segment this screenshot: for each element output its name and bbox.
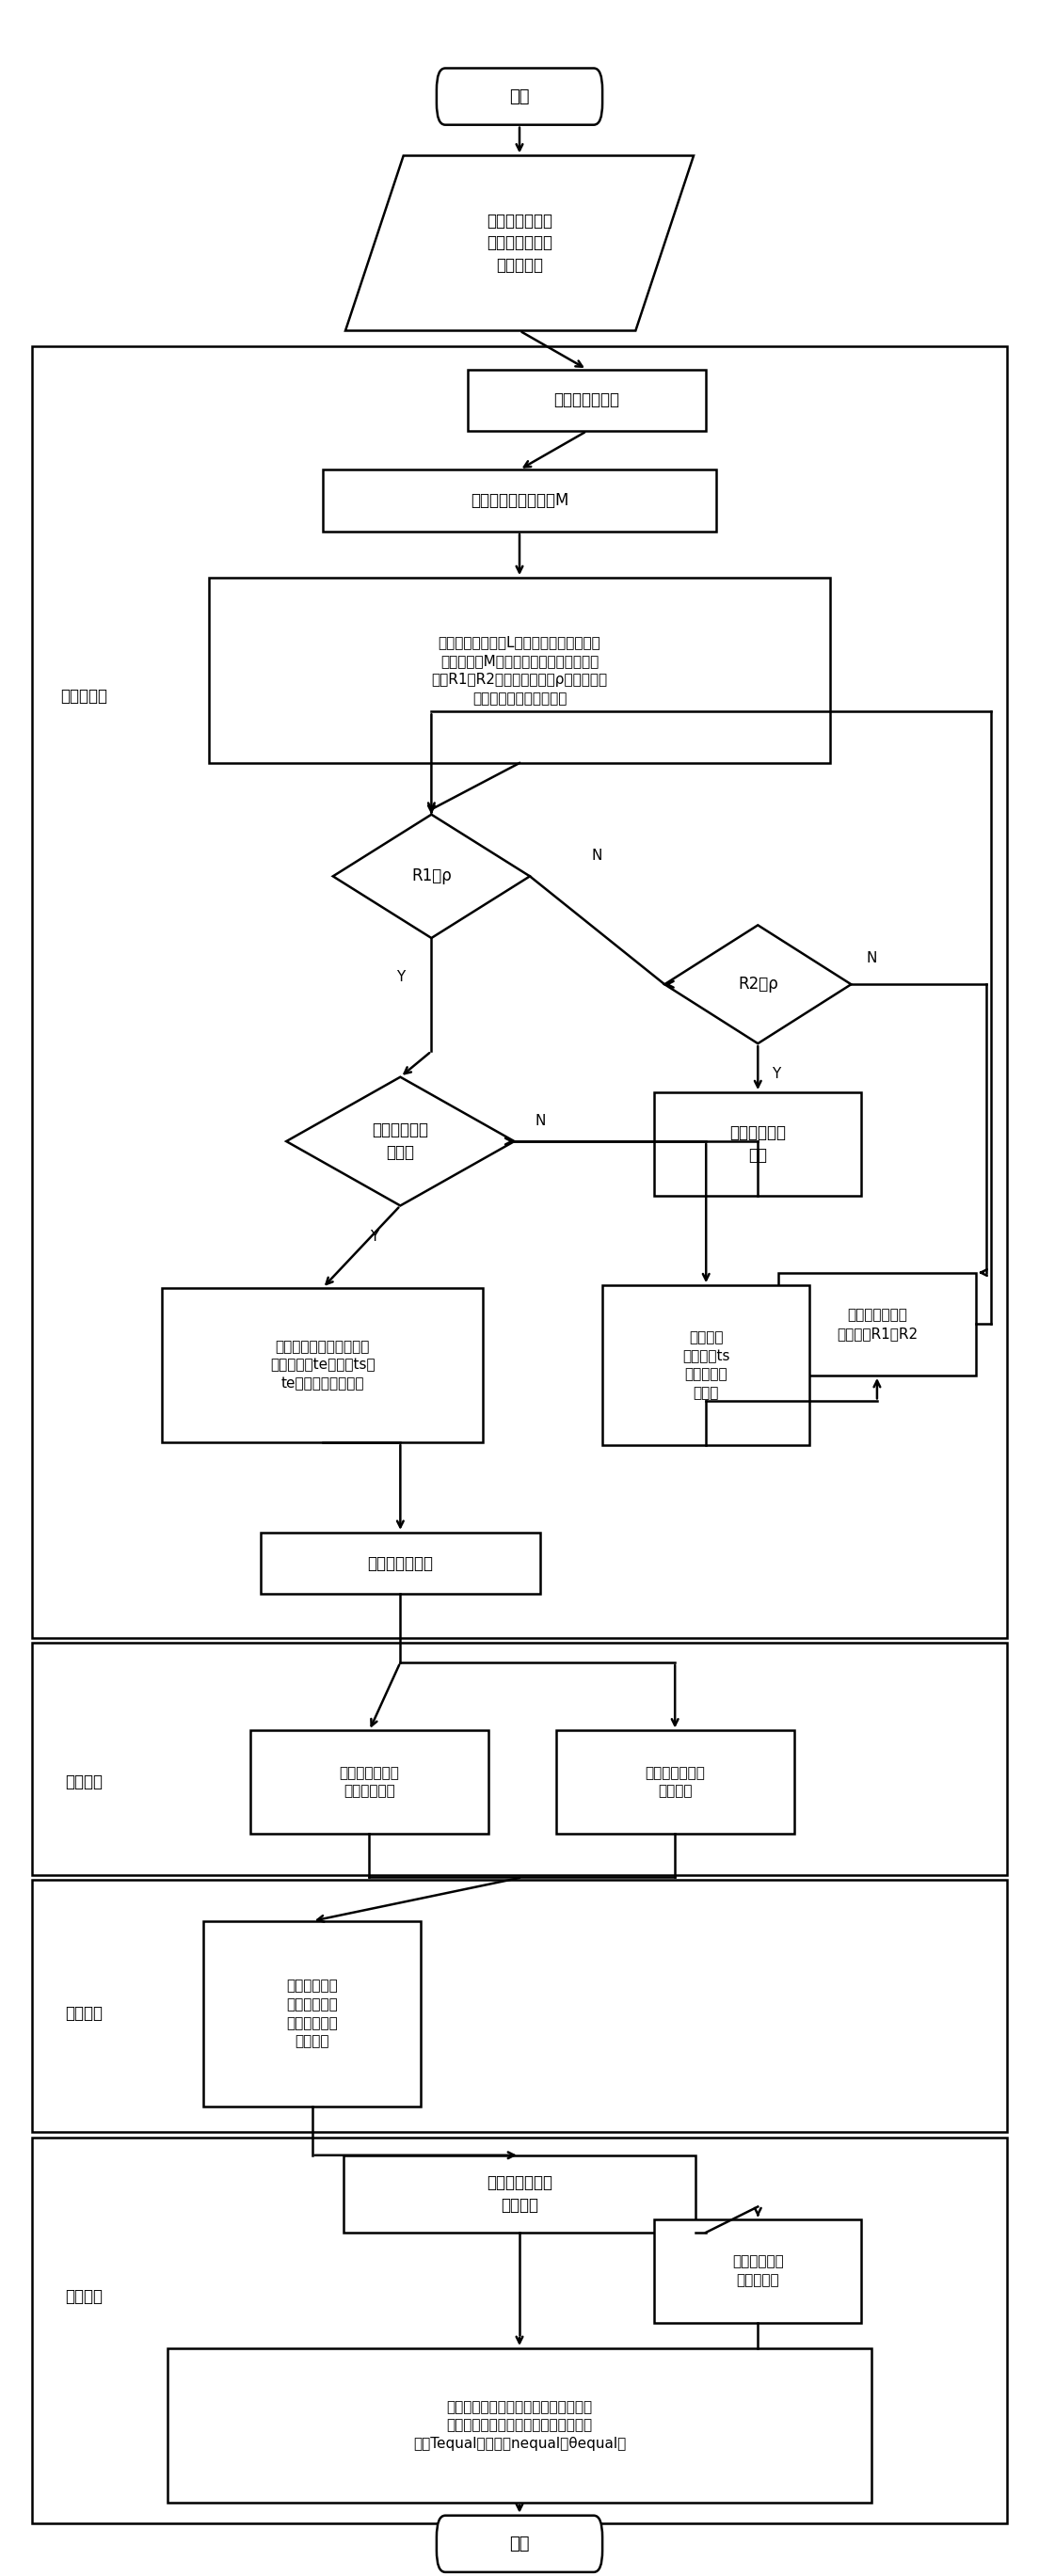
- Bar: [204, 1922, 421, 2107]
- Bar: [603, 1285, 809, 1445]
- Text: Y: Y: [772, 1066, 781, 1082]
- Text: 窗口向前滑动，
继续统计R1、R2: 窗口向前滑动， 继续统计R1、R2: [836, 1309, 917, 1340]
- Text: R2＞ρ: R2＞ρ: [738, 976, 778, 992]
- Bar: [322, 469, 717, 531]
- Bar: [655, 1092, 861, 1195]
- Bar: [32, 2138, 1007, 2524]
- Bar: [32, 1643, 1007, 1875]
- Text: 刚体上选定点的
运动轨迹: 刚体上选定点的 运动轨迹: [486, 2174, 553, 2213]
- Text: 数据预处理: 数据预处理: [60, 688, 108, 706]
- Text: 窗口标记设为
活跃: 窗口标记设为 活跃: [729, 1123, 787, 1164]
- Text: 惯性传感器节点
姿态计算: 惯性传感器节点 姿态计算: [645, 1765, 705, 1798]
- Polygon shape: [665, 925, 851, 1043]
- Text: 标记当前窗口的开头为运
动终止时刻te，截取ts至
te间的传感器数据段: 标记当前窗口的开头为运 动终止时刻te，截取ts至 te间的传感器数据段: [270, 1340, 375, 1391]
- FancyBboxPatch shape: [436, 2517, 603, 2571]
- Text: 平滑传感器数据: 平滑传感器数据: [554, 392, 620, 410]
- Text: 刚体每一时刻的加速度、速度、选定点
的运动轨迹以及刚体运动过程中等效的
平移Tequal和旋转（nequal，θequal）: 刚体每一时刻的加速度、速度、选定点 的运动轨迹以及刚体运动过程中等效的 平移Te…: [414, 2401, 625, 2452]
- Text: N: N: [592, 848, 603, 863]
- Bar: [261, 1533, 540, 1595]
- Text: 惯性传感器节点
运动轨迹计算: 惯性传感器节点 运动轨迹计算: [339, 1765, 399, 1798]
- Bar: [167, 2349, 872, 2504]
- Polygon shape: [332, 814, 530, 938]
- Bar: [32, 1880, 1007, 2133]
- Text: 终端接收到一组
刚体运动的惯性
传感器数据: 终端接收到一组 刚体运动的惯性 传感器数据: [486, 214, 553, 273]
- Bar: [32, 345, 1007, 1638]
- Text: 开始: 开始: [509, 88, 530, 106]
- Text: 更新运动
起始时刻ts
为当前窗口
的末端: 更新运动 起始时刻ts 为当前窗口 的末端: [683, 1329, 729, 1401]
- Text: 运动追踪: 运动追踪: [65, 1775, 103, 1790]
- Text: 运动分析: 运动分析: [65, 2287, 103, 2306]
- Text: 窗口标记是否
为活跃: 窗口标记是否 为活跃: [372, 1121, 428, 1162]
- Bar: [556, 1731, 794, 1834]
- Text: 刚体运动过程
的数学模型: 刚体运动过程 的数学模型: [732, 2254, 783, 2287]
- Text: N: N: [867, 951, 877, 966]
- FancyBboxPatch shape: [436, 67, 603, 124]
- Text: R1＞ρ: R1＞ρ: [411, 868, 452, 884]
- Text: 计算传感器数据幅值M: 计算传感器数据幅值M: [471, 492, 568, 510]
- Text: 结束: 结束: [509, 2535, 530, 2553]
- Bar: [250, 1731, 488, 1834]
- Bar: [468, 368, 707, 430]
- Text: 参考坐标系转换: 参考坐标系转换: [368, 1556, 433, 1571]
- Bar: [778, 1273, 976, 1376]
- Text: Y: Y: [396, 969, 404, 984]
- Polygon shape: [287, 1077, 514, 1206]
- Text: N: N: [535, 1113, 545, 1128]
- Text: 刚体上的选定
点与惯性传感
器节点的相对
位置关系: 刚体上的选定 点与惯性传感 器节点的相对 位置关系: [287, 1978, 338, 2048]
- Polygon shape: [345, 155, 694, 330]
- Bar: [209, 577, 830, 762]
- Bar: [343, 2156, 696, 2233]
- Text: Y: Y: [370, 1229, 379, 1244]
- Text: 设置滑动窗口长度L，分别统计窗口内传感
器数据幅值M小于和大于预先设定阈值的
比率R1、R2，设置比率阈值ρ，初始化窗
口运动状态标记为不活跃: 设置滑动窗口长度L，分别统计窗口内传感 器数据幅值M小于和大于预先设定阈值的 比…: [431, 636, 608, 706]
- Bar: [162, 1288, 483, 1443]
- Bar: [655, 2221, 861, 2324]
- Text: 轨迹还原: 轨迹还原: [65, 2004, 103, 2022]
